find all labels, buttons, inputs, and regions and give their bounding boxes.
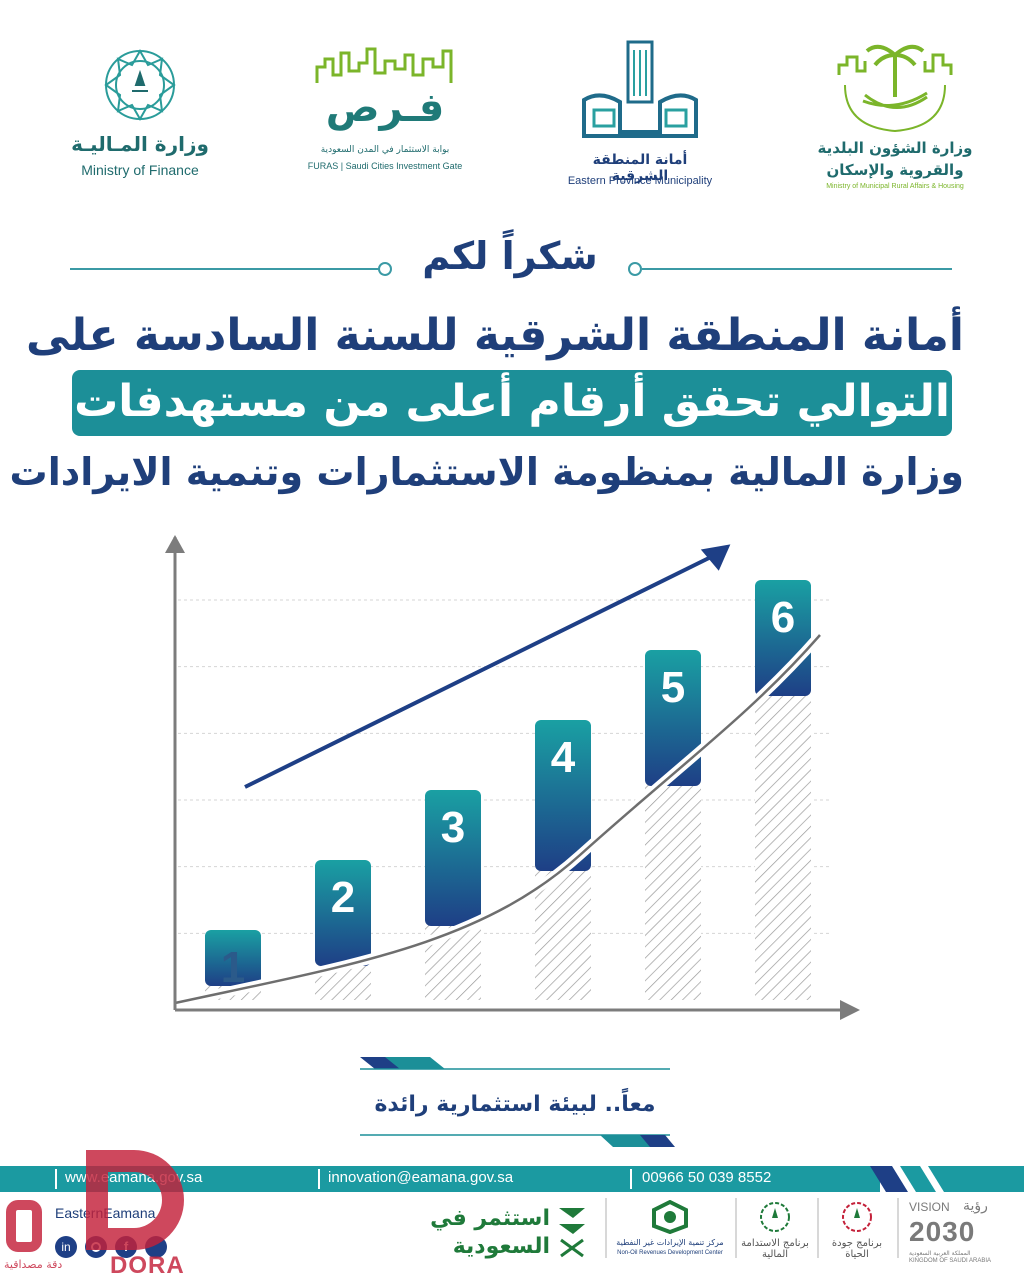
bar-label: 5: [661, 663, 685, 712]
vision-ar: رؤية: [963, 1198, 988, 1214]
furas-logo: فـرص بوابة الاستثمار في المدن السعودية F…: [300, 45, 470, 180]
x-axis-arrow-icon: [840, 1000, 860, 1020]
footer-email-link[interactable]: innovation@eamana.gov.sa: [328, 1169, 514, 1186]
quality-ar: برنامج جودة الحياة: [831, 1238, 883, 1260]
growth-curve-bg: [173, 631, 824, 1008]
vision-year: 2030: [909, 1216, 976, 1247]
footer-sep: [630, 1169, 632, 1189]
divider-left: [70, 268, 382, 270]
eastern-municipality-en: Eastern Province Municipality: [567, 175, 713, 187]
fiscal-emblem-icon: [760, 1202, 790, 1232]
tagline: معاً.. لبيئة استثمارية رائدة: [374, 1092, 656, 1117]
vision-sub-en: KINGDOM OF SAUDI ARABIA: [909, 1258, 992, 1264]
invest-line2: السعودية: [452, 1234, 550, 1259]
headline-line2: التوالي تحقق أرقام أعلى من مستهدفات: [74, 376, 950, 427]
furas-sub-ar: بوابة الاستثمار في المدن السعودية: [320, 145, 450, 155]
bar: [205, 930, 261, 986]
ministry-finance-logo: وزارة المـاليـة Ministry of Finance: [60, 40, 220, 190]
ministry-finance-en: Ministry of Finance: [81, 162, 199, 178]
y-axis-arrow-icon: [165, 535, 185, 553]
bar-label: 4: [551, 733, 576, 782]
watermark-brand: DORA: [110, 1252, 185, 1279]
momrah-en: Ministry of Municipal Rural Affairs & Ho…: [826, 183, 964, 190]
bar-label: 3: [441, 803, 465, 852]
divider-right: [642, 268, 952, 270]
logo-sep: [735, 1198, 737, 1258]
nonoil-emblem-icon: [652, 1200, 688, 1234]
bar: [425, 790, 481, 926]
watermark-d-stem: [86, 1150, 108, 1250]
chart-grid: [178, 599, 830, 934]
trend-arrow-line: [244, 553, 716, 789]
thanks-title: شكراً لكم: [422, 234, 598, 278]
bar-hatch: [645, 780, 701, 1000]
furas-sub-en: FURAS | Saudi Cities Investment Gate: [307, 161, 463, 171]
watermark-ar: دقة مصداقية: [4, 1258, 63, 1271]
momrah-logo: وزارة الشؤون البلدية والقروية والإسكان M…: [815, 35, 975, 195]
momrah-ar-1: وزارة الشؤون البلدية: [817, 139, 973, 157]
vision-label: VISION: [909, 1200, 950, 1214]
watermark-ar-shape: [6, 1200, 42, 1252]
footer-sep: [55, 1169, 57, 1189]
tagline-frame: [360, 1057, 675, 1147]
vision-2030-logo: VISION رؤية 2030 المملكة العربية السعودي…: [905, 1198, 1010, 1268]
invest-saudi-icon: [559, 1208, 585, 1258]
fiscal-ar: برنامج الاستدامة المالية: [741, 1238, 809, 1260]
fiscal-program-logo: برنامج الاستدامة المالية: [740, 1200, 810, 1266]
footer-phone: 00966 50 039 8552: [642, 1169, 772, 1186]
eastern-municipality-logo: أمانة المنطقة الشرقية Eastern Province M…: [565, 40, 715, 195]
footer-sep: [318, 1169, 320, 1189]
bar: [645, 650, 701, 786]
headline-line1: أمانة المنطقة الشرقية للسنة السادسة على: [26, 310, 964, 361]
linkedin-icon[interactable]: in: [55, 1236, 77, 1258]
logo-sep: [605, 1198, 607, 1258]
vision-sub-ar: المملكة العربية السعودية: [909, 1250, 971, 1257]
divider-right-dot: [628, 262, 642, 276]
footer-stripes: [870, 1166, 1024, 1192]
ministry-finance-emblem-icon: [104, 48, 176, 122]
eastern-municipality-ar: أمانة المنطقة الشرقية: [592, 152, 688, 184]
trend-arrow-icon: [700, 544, 731, 571]
divider-left-dot: [378, 262, 392, 276]
nonoil-center-logo: مركز تنمية الإيرادات غير النفطية Non-Oil…: [610, 1200, 730, 1266]
city-skyline-icon: [315, 47, 453, 83]
bar: [315, 860, 371, 966]
palm-swords-emblem-icon: [837, 44, 953, 133]
headline-line3: وزارة المالية بمنظومة الاستثمارات وتنمية…: [9, 450, 964, 494]
headline-banner: التوالي تحقق أرقام أعلى من مستهدفات: [72, 370, 952, 436]
quality-emblem-icon: [842, 1202, 872, 1232]
invest-line1: استثمر في: [430, 1206, 550, 1231]
bar-label: 6: [771, 593, 795, 642]
logo-sep: [817, 1198, 819, 1258]
momrah-ar-2: والقروية والإسكان: [826, 161, 964, 179]
invest-saudi-logo: استثمر في السعودية: [430, 1200, 595, 1266]
growth-curve: [174, 634, 821, 1005]
nonoil-ar: مركز تنمية الإيرادات غير النفطية: [616, 1238, 724, 1247]
nonoil-en: Non-Oil Revenues Development Center: [617, 1250, 723, 1256]
watermark: DORA دقة مصداقية: [0, 1140, 200, 1280]
eastern-municipality-emblem-icon: [582, 40, 698, 138]
ministry-finance-ar: وزارة المـاليـة: [71, 132, 209, 156]
logo-sep: [897, 1198, 899, 1258]
bar-hatch: [755, 690, 811, 1000]
quality-life-logo: برنامج جودة الحياة: [822, 1200, 892, 1266]
furas-ar: فـرص: [325, 85, 445, 131]
bar-label: 2: [331, 873, 355, 922]
bar: [535, 720, 591, 871]
